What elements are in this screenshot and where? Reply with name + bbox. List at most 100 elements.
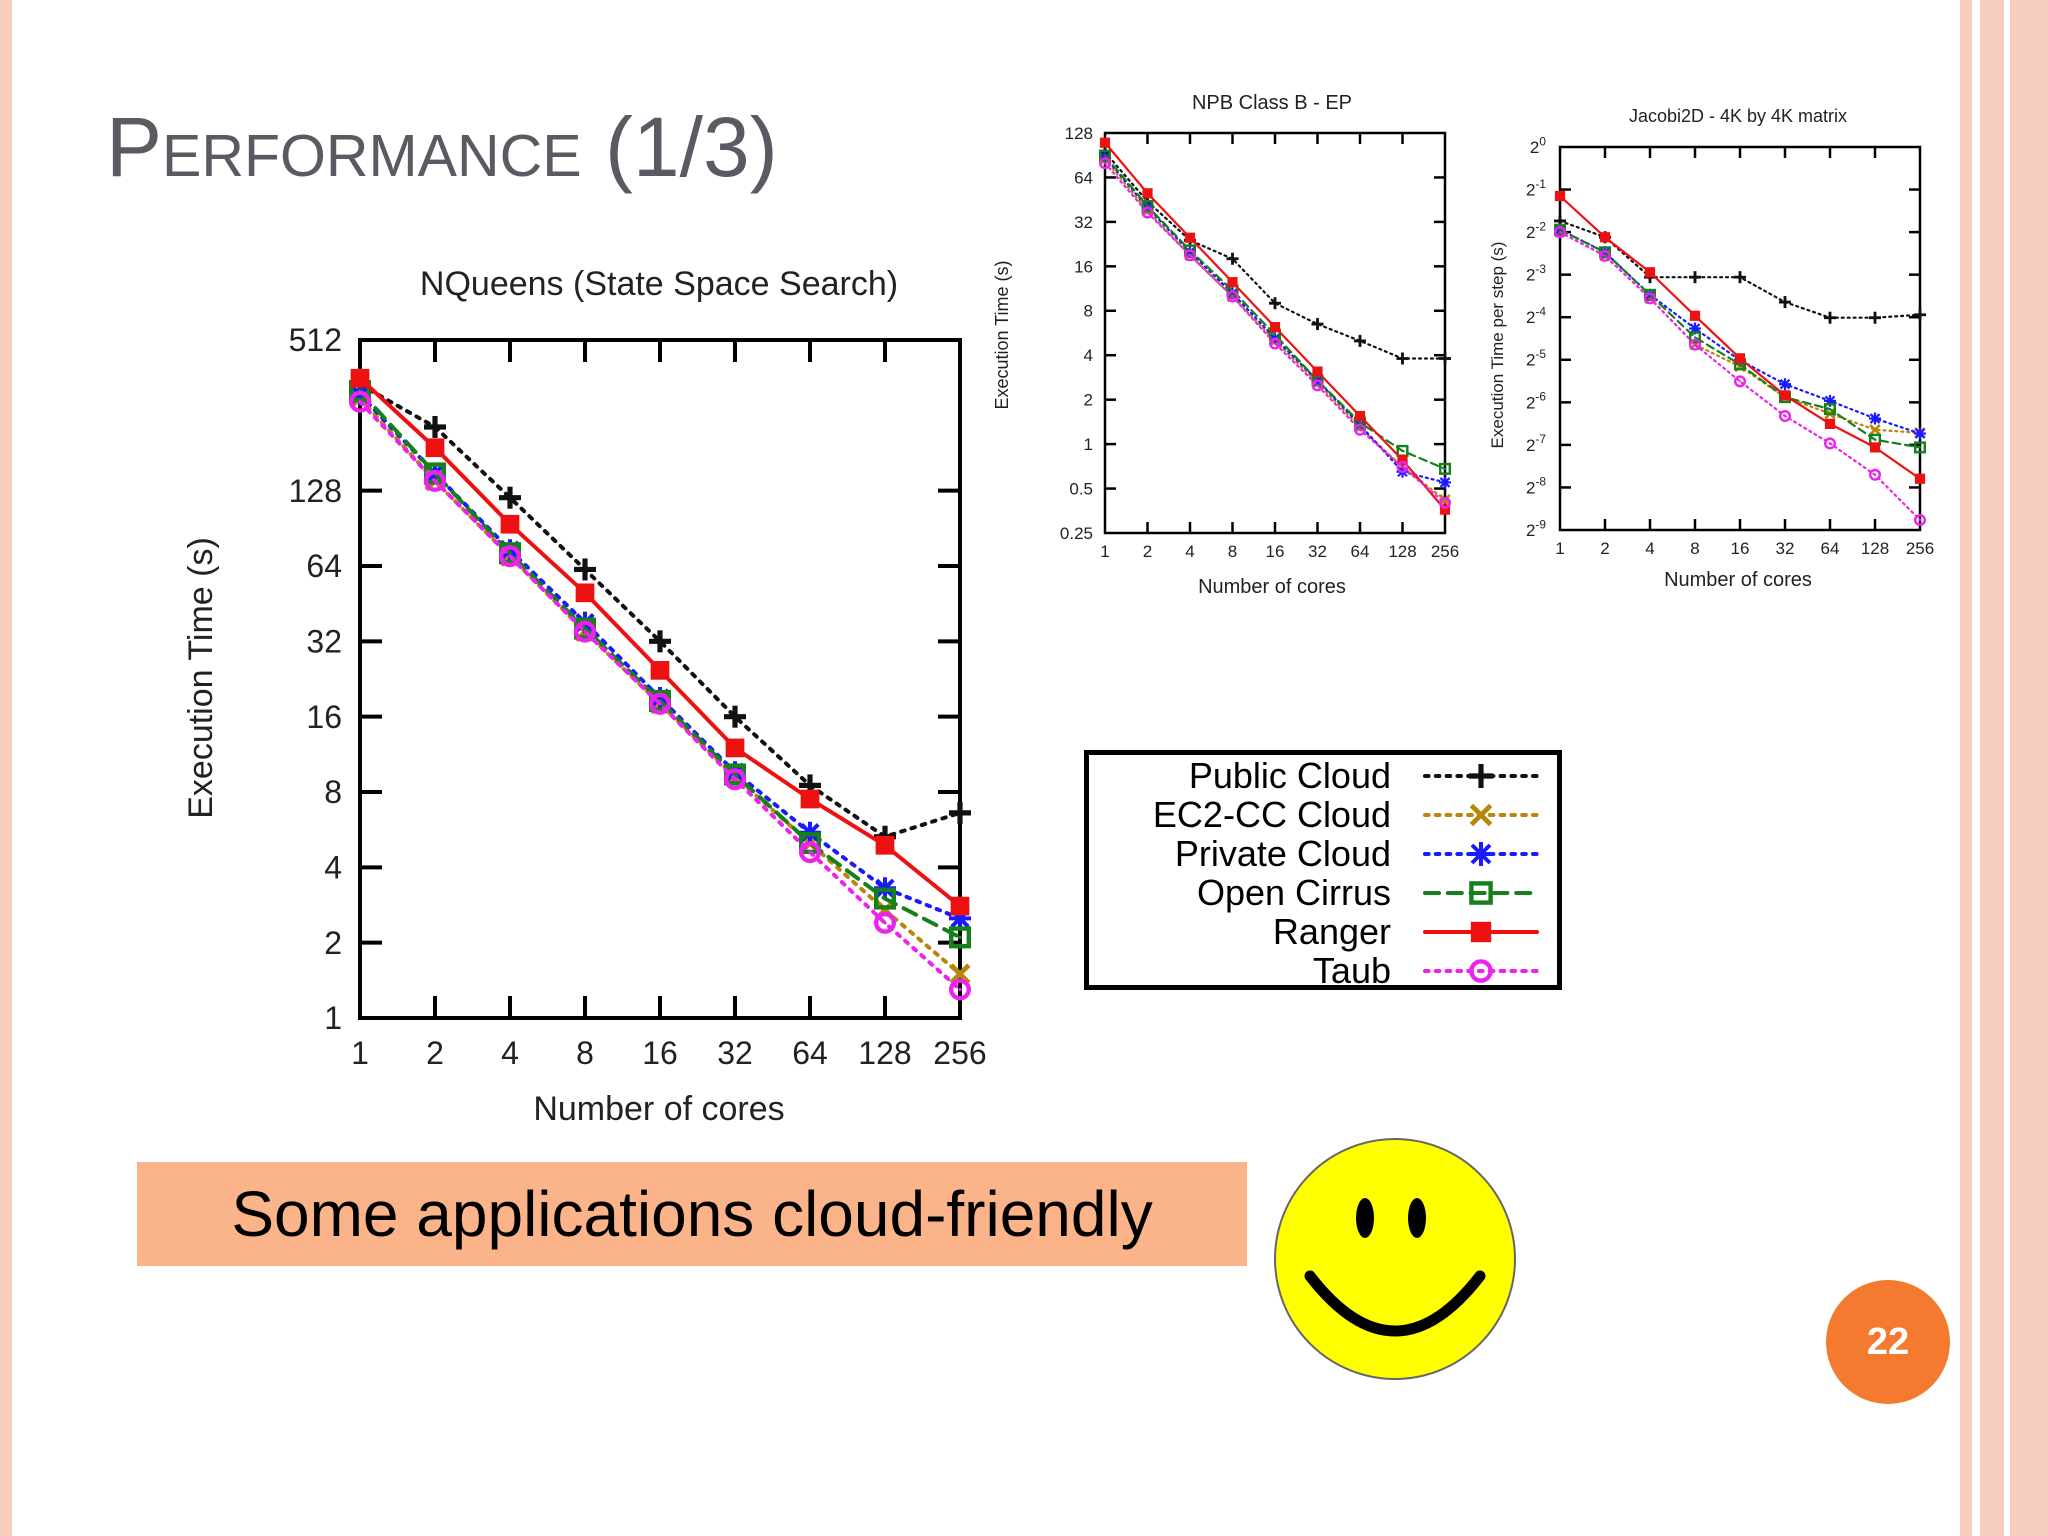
marker-star	[1914, 428, 1926, 439]
marker-circle	[1688, 338, 1702, 351]
marker-square-dot	[1829, 408, 1831, 410]
marker-square-dot	[1359, 421, 1361, 424]
marker-filled-square	[1599, 232, 1611, 243]
marker-circle-dot	[1274, 342, 1276, 345]
legend-entry: Public Cloud	[1089, 757, 1557, 795]
marker-filled-square	[1779, 390, 1791, 401]
marker-square-dot	[883, 896, 887, 901]
y-tick-label: 8	[1084, 302, 1093, 321]
marker-square	[874, 887, 897, 910]
x-tick-label: 256	[1906, 539, 1934, 558]
x-tick-label: 32	[1308, 542, 1327, 561]
marker-circle	[348, 390, 371, 413]
smiley-face-icon	[1274, 1138, 1516, 1380]
series-ranger	[1099, 137, 1451, 515]
marker-square-dot	[1649, 293, 1651, 296]
legend-label: Open Cirrus	[1196, 872, 1391, 913]
marker-circle-dot	[1604, 254, 1606, 257]
marker-circle	[1311, 379, 1324, 392]
x-tick-label: 4	[1185, 542, 1194, 561]
y-tick-label: 128	[289, 473, 342, 509]
chart-legend: Public Cloud EC2-CC Cloud Private Cloud …	[1084, 750, 1562, 990]
y-axis-label: Execution Time per step (s)	[1488, 242, 1507, 449]
marker-circle	[1098, 157, 1112, 170]
x-tick-label: 2	[1600, 539, 1609, 558]
marker-filled-square	[1142, 188, 1153, 199]
marker-filled-square	[1312, 366, 1323, 377]
marker-circle-dot	[883, 921, 887, 925]
y-tick-label: 2	[324, 925, 342, 961]
plot-frame	[1558, 145, 1922, 532]
x-tick-label: 256	[933, 1035, 986, 1071]
marker-circle-dot	[1316, 384, 1319, 387]
marker-square	[949, 926, 972, 949]
x-axis-label: Number of cores	[533, 1090, 784, 1128]
marker-filled-square	[1689, 310, 1701, 321]
y-axis-label: Execution Time (s)	[992, 260, 1012, 409]
marker-square-dot	[1444, 467, 1446, 470]
marker-square-dot	[1231, 289, 1234, 292]
marker-filled-square	[1824, 418, 1836, 429]
marker-square	[1141, 199, 1154, 213]
marker-filled-square	[1554, 190, 1566, 202]
y-tick-label: 32	[1074, 213, 1093, 232]
marker-circle	[574, 620, 597, 643]
marker-circle	[1469, 959, 1493, 983]
marker-circle-dot	[1189, 254, 1191, 257]
marker-square	[1688, 331, 1702, 344]
marker-filled-square	[875, 835, 895, 855]
y-tick-label: 2	[1084, 391, 1093, 410]
x-tick-label: 1	[1100, 542, 1109, 561]
legend-entry: EC2-CC Cloud	[1089, 796, 1557, 834]
y-tick-label: 2-4	[1526, 305, 1546, 328]
marker-filled-square	[1914, 473, 1926, 484]
slide-title-main: Performance	[106, 100, 582, 194]
legend-sample	[1423, 764, 1539, 788]
legend-label: Taub	[1312, 950, 1391, 991]
series-taub	[348, 390, 972, 1001]
marker-circle-dot	[433, 479, 437, 483]
marker-square-dot	[1739, 363, 1741, 366]
npb-chart: NPB Class B - EP Number of cores Executi…	[992, 92, 1459, 598]
legend-sample	[1423, 881, 1539, 905]
marker-circle	[649, 692, 672, 715]
right-edge-stripe	[2004, 0, 2010, 1536]
marker-circle-dot	[1359, 428, 1361, 431]
y-tick-label: 2-7	[1526, 432, 1546, 455]
marker-circle-dot	[1146, 211, 1149, 214]
marker-square-dot	[1146, 205, 1149, 207]
marker-square-dot	[958, 935, 962, 940]
y-tick-label: 64	[1074, 168, 1093, 187]
x-tick-label: 16	[1266, 542, 1285, 561]
series-public-cloud	[1554, 214, 1926, 324]
marker-star	[1439, 477, 1451, 488]
marker-circle-dot	[508, 554, 512, 558]
series-taub	[1553, 226, 1927, 526]
legend-sample	[1423, 803, 1539, 827]
marker-filled-square	[950, 896, 970, 916]
marker-circle	[1226, 290, 1239, 303]
marker-square-dot	[1919, 446, 1921, 449]
legend-entry: Open Cirrus	[1089, 874, 1557, 912]
x-axis-label: Number of cores	[1664, 569, 1812, 591]
marker-circle	[1868, 468, 1882, 481]
marker-circle	[1553, 226, 1567, 239]
legend-sample	[1423, 921, 1539, 943]
marker-filled-square	[1269, 322, 1281, 333]
y-tick-label: 32	[306, 624, 342, 660]
y-tick-label: 4	[1084, 346, 1093, 365]
x-tick-label: 64	[1821, 539, 1840, 558]
marker-circle	[1353, 423, 1367, 436]
marker-circle-dot	[808, 850, 812, 854]
marker-circle-dot	[733, 777, 737, 781]
x-tick-label: 256	[1431, 542, 1459, 561]
marker-circle-dot	[1739, 380, 1741, 383]
x-tick-label: 8	[576, 1035, 594, 1071]
marker-circle-dot	[1829, 442, 1831, 445]
series-line	[358, 382, 962, 839]
marker-star	[1869, 413, 1881, 424]
marker-square-dot	[1559, 228, 1561, 231]
marker-square-dot	[1479, 891, 1483, 895]
series-open-cirrus	[1553, 223, 1927, 454]
series-line	[1103, 154, 1447, 470]
